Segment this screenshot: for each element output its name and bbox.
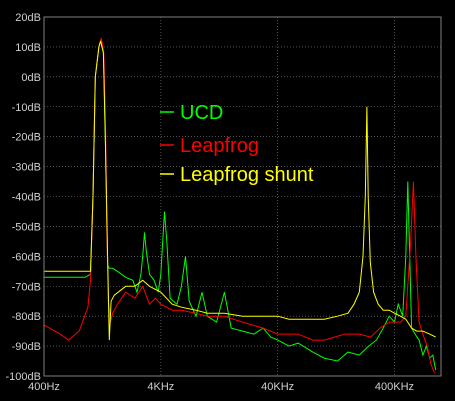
- legend: UCD Leapfrog Leapfrog shunt: [160, 102, 314, 186]
- y-tick-label: -90dB: [12, 341, 41, 353]
- y-tick-label: 20dB: [15, 12, 41, 24]
- plot-frame: [43, 16, 442, 377]
- series-line-leapfrog-shunt: [44, 40, 436, 341]
- y-tick-labels: 20dB 10dB 0dB -10dB -20dB -30dB -40dB -50dB -60d…: [6, 12, 41, 383]
- y-tick-label: -40dB: [12, 192, 41, 204]
- y-tick-label: 0dB: [21, 72, 41, 84]
- y-tick-label: -50dB: [12, 221, 41, 233]
- x-tick-label: 40KHz: [261, 381, 294, 393]
- y-tick-label: -60dB: [12, 251, 41, 263]
- y-tick-label: -80dB: [12, 311, 41, 323]
- legend-label-leapfrog-shunt: Leapfrog shunt: [180, 164, 314, 186]
- x-tick-label: 400KHz: [375, 381, 414, 393]
- legend-label-ucd: UCD: [180, 102, 223, 124]
- y-tick-label: 10dB: [15, 42, 41, 54]
- y-tick-label: -70dB: [12, 281, 41, 293]
- y-tick-label: -20dB: [12, 132, 41, 144]
- x-tick-label: 4KHz: [147, 381, 174, 393]
- series-lines: [44, 37, 437, 374]
- y-tick-label: -30dB: [12, 162, 41, 174]
- y-tick-label: -10dB: [12, 102, 41, 114]
- y-tick-label: -100dB: [6, 371, 41, 383]
- x-tick-labels: 400Hz 4KHz 40KHz 400KHz: [28, 381, 414, 393]
- x-tick-label: 400Hz: [28, 381, 60, 393]
- legend-label-leapfrog: Leapfrog: [180, 135, 259, 157]
